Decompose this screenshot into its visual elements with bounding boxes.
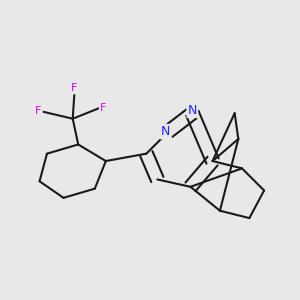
Text: F: F xyxy=(71,83,78,93)
Text: N: N xyxy=(188,104,197,117)
Text: F: F xyxy=(100,103,106,113)
Text: F: F xyxy=(35,106,42,116)
Text: N: N xyxy=(161,125,170,138)
